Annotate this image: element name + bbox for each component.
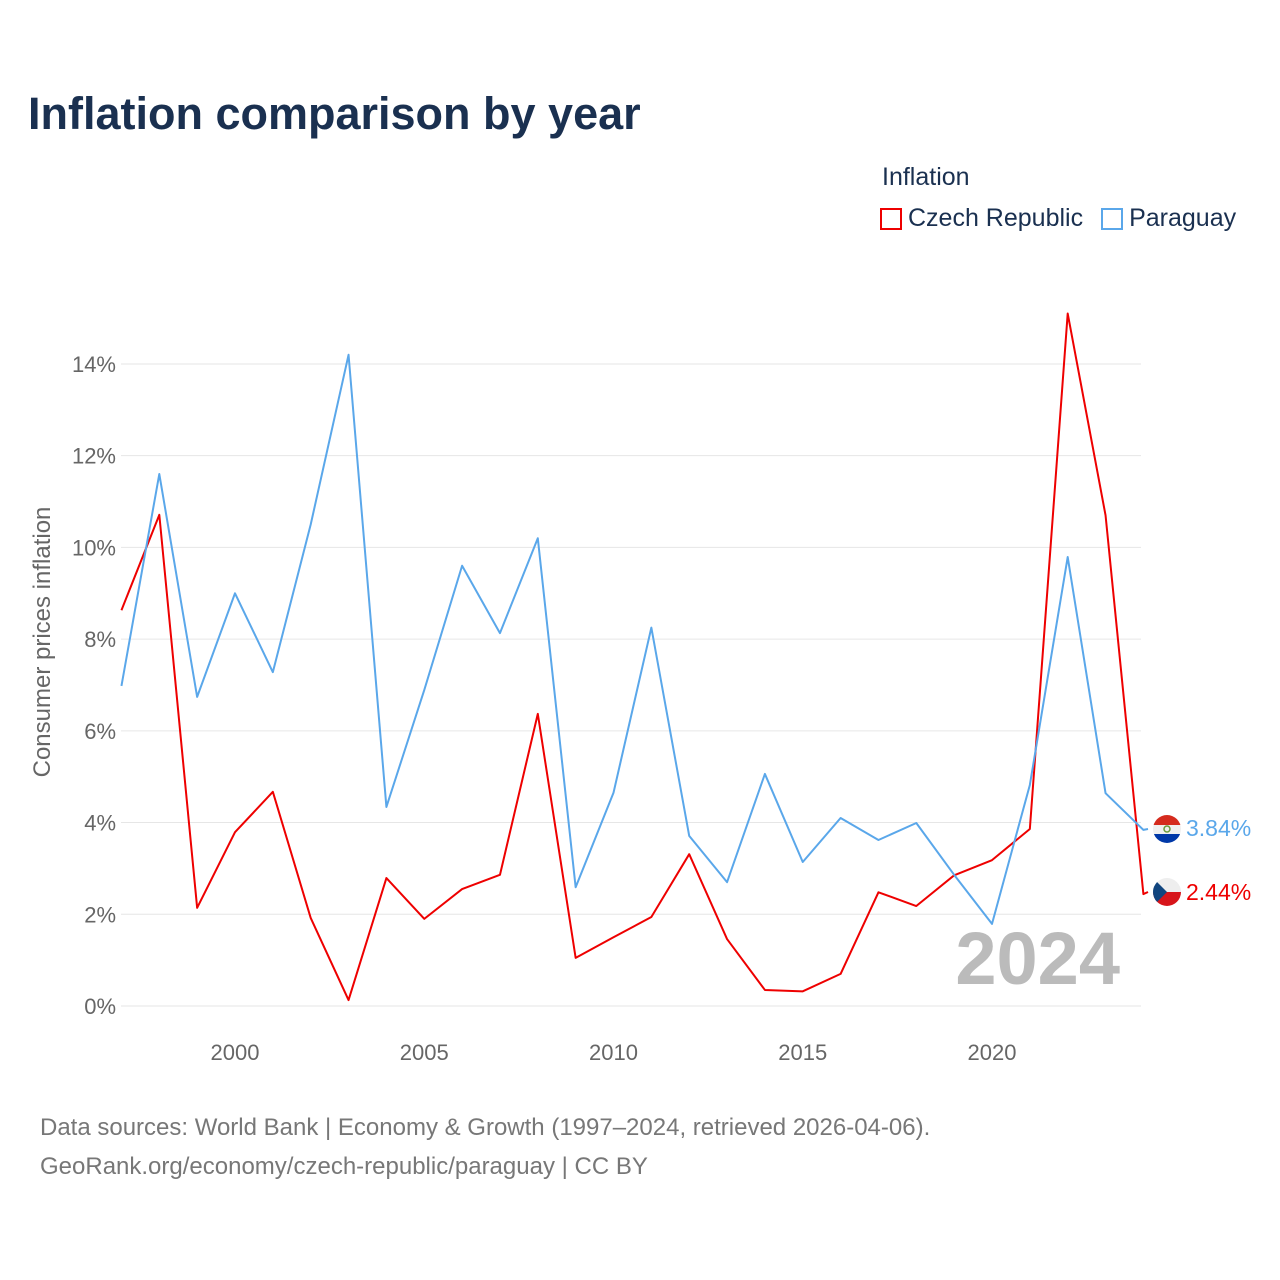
paraguay-flag-icon <box>1153 815 1181 843</box>
x-tick-label: 2000 <box>211 1040 260 1065</box>
y-axis-label: Consumer prices inflation <box>29 507 56 778</box>
series-line-paraguay <box>120 353 1149 925</box>
y-tick-label: 0% <box>84 994 116 1019</box>
x-tick-label: 2020 <box>968 1040 1017 1065</box>
legend-item-czech[interactable]: Czech Republic <box>880 204 1083 233</box>
y-tick-label: 4% <box>84 811 116 836</box>
y-tick-label: 10% <box>72 535 116 560</box>
y-tick-label: 6% <box>84 719 116 744</box>
y-tick-label: 14% <box>72 352 116 377</box>
year-annotation: 2024 <box>955 917 1120 1000</box>
czech-flag-icon <box>1153 878 1181 906</box>
czech-end-label: 2.44% <box>1186 879 1251 905</box>
series-line-czech-republic <box>120 312 1149 1002</box>
chart-title: Inflation comparison by year <box>28 88 641 139</box>
legend-swatch-czech <box>880 207 902 230</box>
y-tick-label: 2% <box>84 902 116 927</box>
paraguay-end-label: 3.84% <box>1186 815 1251 841</box>
legend-label-paraguay: Paraguay <box>1129 204 1237 232</box>
x-tick-label: 2015 <box>778 1040 827 1065</box>
source-note: Data sources: World Bank | Economy & Gro… <box>40 1108 930 1186</box>
y-tick-label: 12% <box>72 444 116 469</box>
legend: Czech Republic Paraguay <box>880 204 1236 233</box>
x-tick-label: 2010 <box>589 1040 638 1065</box>
y-tick-label: 8% <box>84 627 116 652</box>
x-tick-label: 2005 <box>400 1040 449 1065</box>
legend-label-czech: Czech Republic <box>908 204 1084 232</box>
legend-item-paraguay[interactable]: Paraguay <box>1101 204 1236 233</box>
source-line-1: Data sources: World Bank | Economy & Gro… <box>40 1114 931 1141</box>
source-line-2[interactable]: GeoRank.org/economy/czech-republic/parag… <box>40 1153 648 1180</box>
legend-title: Inflation <box>882 163 970 191</box>
legend-swatch-paraguay <box>1101 207 1124 230</box>
